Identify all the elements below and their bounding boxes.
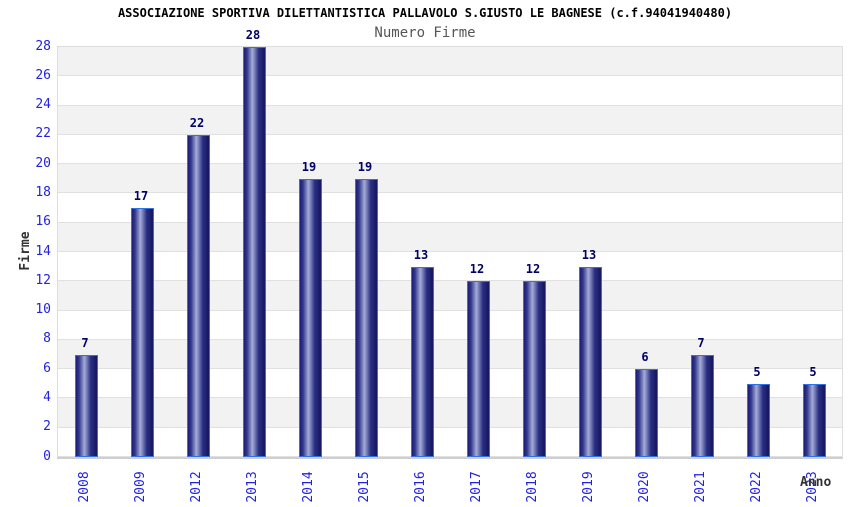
bar-value-label: 6 [641,350,649,365]
plot-band [58,222,842,252]
plot-band [58,281,842,311]
y-tick-label: 28 [35,38,51,54]
plot-band [58,427,842,457]
bar-value-label: 19 [301,159,317,174]
y-tick-label: 10 [35,302,51,318]
bar-value-label: 28 [245,28,261,42]
bar-2015 [354,178,378,457]
y-tick-label: 0 [43,448,51,464]
bar-value-label: 12 [525,262,541,277]
bar-2020 [634,369,658,457]
bar-2017 [466,281,490,457]
x-tick-label: 2012 [189,471,204,503]
y-tick-label: 24 [35,97,51,113]
y-tick-label: 26 [35,67,51,83]
chart-title: ASSOCIAZIONE SPORTIVA DILETTANTISTICA PA… [117,6,733,20]
x-tick-label: 2019 [581,471,596,503]
x-tick-label: 2014 [301,471,316,503]
bar-2021 [690,354,714,457]
plot-band [58,47,842,77]
y-tick-label: 16 [35,214,51,230]
y-tick-label: 22 [35,126,51,142]
plot-band [58,369,842,399]
bar-value-label: 17 [133,189,149,204]
x-tick-label: 2009 [133,471,148,503]
bar-2012 [186,134,210,457]
y-tick-label: 8 [43,331,51,347]
bar-value-label: 7 [81,335,89,350]
plot-band [58,310,842,340]
bar-value-label: 13 [413,247,429,262]
x-tick-label: 2008 [77,471,92,503]
plot-band [58,398,842,428]
bar-value-label: 5 [809,364,817,379]
bar-2023 [802,383,826,457]
bar-2013 [242,47,266,457]
y-tick-label: 4 [43,389,51,405]
x-tick-label: 2021 [693,471,708,503]
bar-2009 [130,208,154,457]
x-tick-label: 2020 [637,471,652,503]
bar-2008 [74,354,98,457]
plot-area [57,46,843,459]
bar-value-label: 19 [357,159,373,174]
bar-2022 [746,383,770,457]
x-axis-title: Anno [800,475,832,490]
bar-value-label: 22 [189,115,205,130]
x-tick-label: 2017 [469,471,484,503]
plot-band [58,339,842,370]
x-tick-label: 2015 [357,471,372,503]
plot-band [58,252,842,282]
x-tick-label: 2022 [749,471,764,503]
bar-2016 [410,266,434,457]
plot-band [58,193,842,223]
plot-band [58,134,842,165]
y-axis-title: Firme [18,231,33,271]
y-tick-label: 18 [35,184,51,200]
bar-2018 [522,281,546,457]
bar-value-label: 7 [697,335,705,350]
y-tick-label: 6 [43,360,51,376]
y-tick-label: 2 [43,419,51,435]
bar-value-label: 13 [581,247,597,262]
y-tick-label: 20 [35,155,51,171]
plot-band [58,76,842,106]
bar-2019 [578,266,602,457]
y-tick-label: 12 [35,272,51,288]
bar-value-label: 5 [753,364,761,379]
bar-2014 [298,178,322,457]
chart-subtitle: Numero Firme [374,25,476,41]
y-tick-label: 14 [35,243,51,259]
plot-band [58,164,842,194]
x-tick-label: 2013 [245,471,260,503]
x-tick-label: 2016 [413,471,428,503]
plot-band [58,105,842,135]
bar-value-label: 12 [469,262,485,277]
x-tick-label: 2018 [525,471,540,503]
